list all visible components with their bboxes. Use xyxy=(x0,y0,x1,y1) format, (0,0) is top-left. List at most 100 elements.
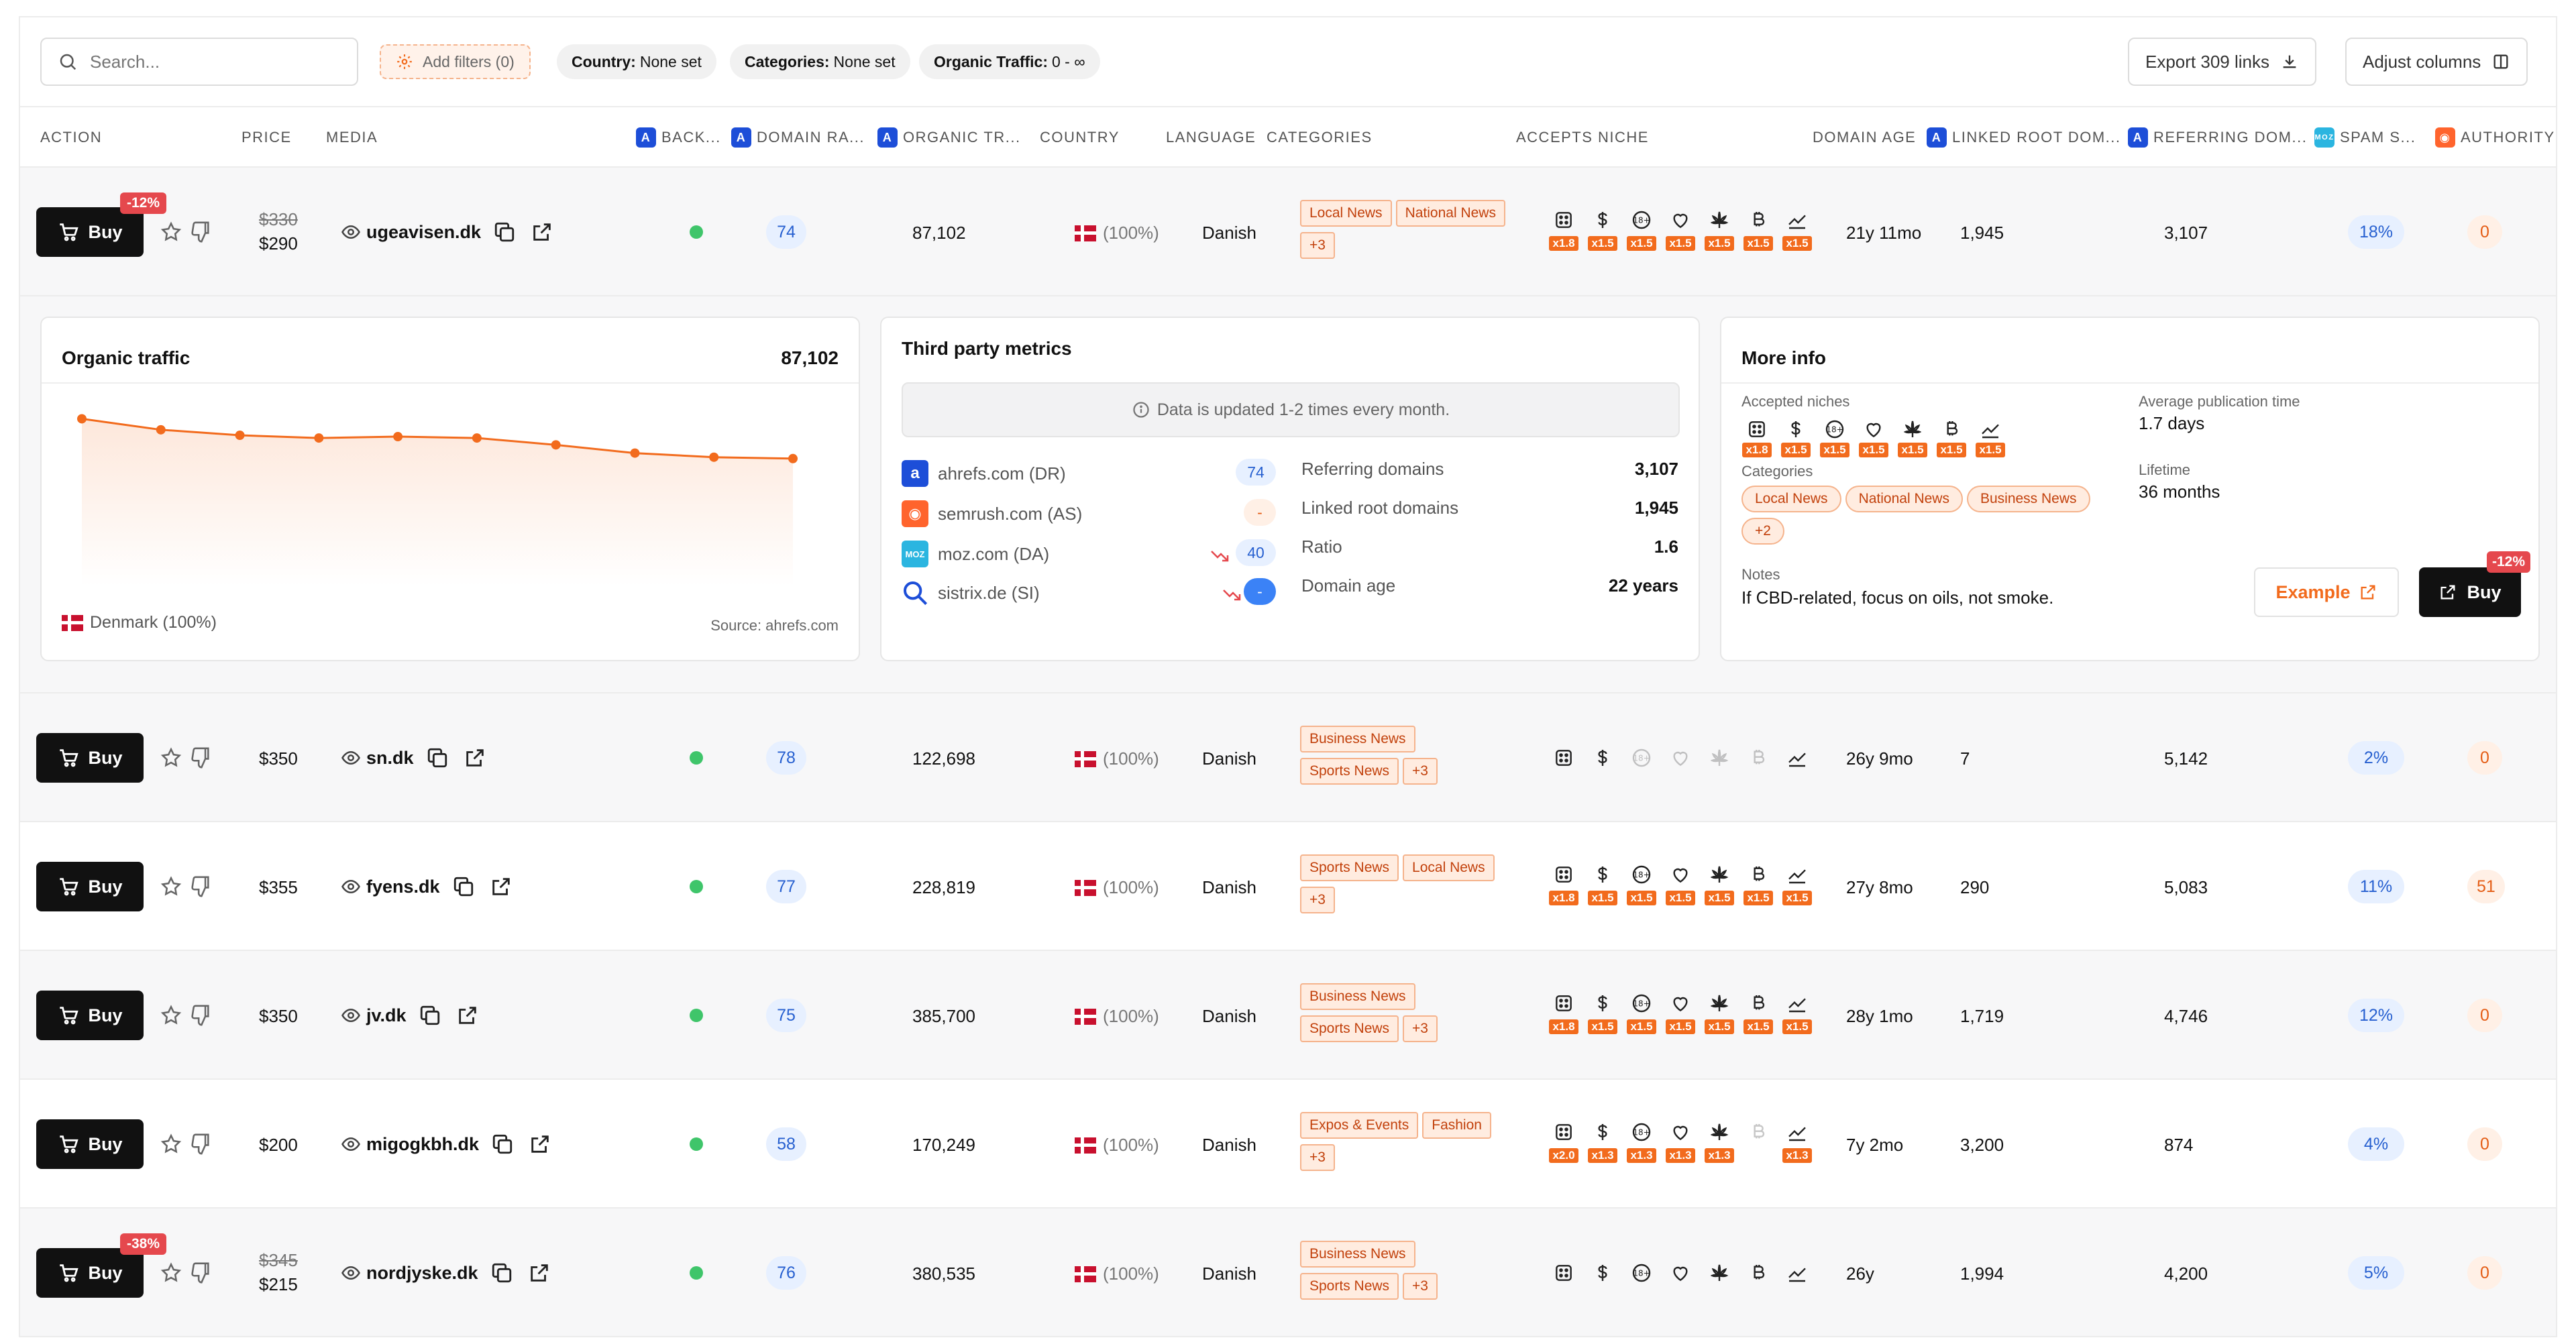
col-referring-domains[interactable]: a REFERRING DOM... xyxy=(2128,107,2329,168)
star-icon[interactable] xyxy=(160,875,182,898)
col-domain-age[interactable]: DOMAIN AGE xyxy=(1813,129,1917,146)
category-tag[interactable]: +3 xyxy=(1403,758,1438,785)
copy-icon[interactable] xyxy=(452,875,475,898)
category-tag[interactable]: Sports News xyxy=(1300,1273,1399,1300)
category-tag[interactable]: Business News xyxy=(1300,726,1415,752)
traffic-point[interactable] xyxy=(551,440,561,450)
media-domain[interactable]: nordjyske.dk xyxy=(341,1262,551,1284)
traffic-point[interactable] xyxy=(314,433,324,443)
star-icon[interactable] xyxy=(160,746,182,769)
search-box[interactable] xyxy=(40,38,358,86)
category-tag[interactable]: Business News xyxy=(1300,983,1415,1010)
star-icon[interactable] xyxy=(160,1262,182,1284)
col-country[interactable]: COUNTRY xyxy=(1040,129,1120,146)
buy-button[interactable]: Buy xyxy=(36,1119,144,1169)
search-input[interactable] xyxy=(90,51,345,72)
category-tag[interactable]: Expos & Events xyxy=(1300,1112,1419,1139)
col-language[interactable]: LANGUAGE xyxy=(1166,129,1256,146)
buy-button[interactable]: Buy xyxy=(36,862,144,911)
col-backlinks[interactable]: a BACK... xyxy=(636,107,737,168)
traffic-point[interactable] xyxy=(156,425,166,435)
buy-button[interactable]: Buy -12% xyxy=(36,192,166,257)
traffic-point[interactable] xyxy=(709,452,719,462)
category-tag[interactable]: National News xyxy=(1395,200,1505,227)
col-spam-score[interactable]: MOZ SPAM S... xyxy=(2314,107,2449,168)
category-tag[interactable]: Local News xyxy=(1741,486,1841,512)
thumbs-down-icon[interactable] xyxy=(189,1262,212,1284)
star-icon[interactable] xyxy=(160,221,182,243)
add-filters-button[interactable]: Add filters (0) xyxy=(380,44,531,79)
star-icon[interactable] xyxy=(160,1133,182,1156)
example-button[interactable]: Example xyxy=(2254,567,2399,617)
category-tag[interactable]: Sports News xyxy=(1300,1015,1399,1042)
external-link-icon[interactable] xyxy=(529,1133,551,1156)
category-tag[interactable]: +3 xyxy=(1300,887,1335,913)
traffic-point[interactable] xyxy=(472,433,482,443)
external-link-icon[interactable] xyxy=(464,746,486,769)
media-domain[interactable]: jv.dk xyxy=(341,1004,479,1027)
copy-icon[interactable] xyxy=(426,746,449,769)
thumbs-down-icon[interactable] xyxy=(189,746,212,769)
copy-icon[interactable] xyxy=(493,221,516,243)
traffic-point[interactable] xyxy=(788,453,798,463)
table-row[interactable]: Buy $350 sn.dk 78 122,698 (100%) Danish Busines… xyxy=(20,693,2556,822)
buy-button[interactable]: Buy xyxy=(36,991,144,1040)
traffic-point[interactable] xyxy=(77,414,87,424)
category-tag[interactable]: Local News xyxy=(1300,200,1392,227)
category-tag[interactable]: +2 xyxy=(1741,518,1784,545)
external-link-icon[interactable] xyxy=(531,221,553,243)
media-domain[interactable]: sn.dk xyxy=(341,746,486,769)
category-tag[interactable]: +3 xyxy=(1300,1144,1335,1171)
traffic-point[interactable] xyxy=(393,432,403,442)
thumbs-down-icon[interactable] xyxy=(189,1004,212,1027)
star-icon[interactable] xyxy=(160,1004,182,1027)
col-organic-traffic[interactable]: a ORGANIC TR... xyxy=(877,107,1045,168)
table-row[interactable]: Buy -38% $345 $215 nordjyske.dk 76 380,535 (100… xyxy=(20,1209,2556,1337)
thumbs-down-icon[interactable] xyxy=(189,221,212,243)
filter-chip-categories[interactable]: Categories: None set xyxy=(730,44,910,79)
col-domain-rating[interactable]: a DOMAIN RA... xyxy=(731,107,879,168)
export-links-button[interactable]: Export 309 links xyxy=(2128,38,2316,86)
copy-icon[interactable] xyxy=(490,1262,513,1284)
casino-dice-icon xyxy=(1556,1265,1572,1281)
table-row[interactable]: Buy -12% $330 $290 ugeavisen.dk 74 87,102 (100%… xyxy=(20,168,2556,296)
col-action[interactable]: ACTION xyxy=(40,129,103,146)
table-row[interactable]: Buy $350 jv.dk 75 385,700 (100%) Danish Busines… xyxy=(20,951,2556,1080)
adjust-columns-button[interactable]: Adjust columns xyxy=(2345,38,2528,86)
media-domain[interactable]: fyens.dk xyxy=(341,875,513,898)
copy-icon[interactable] xyxy=(491,1133,514,1156)
category-tag[interactable]: Sports News xyxy=(1300,854,1399,881)
thumbs-down-icon[interactable] xyxy=(189,1133,212,1156)
category-tag[interactable]: Sports News xyxy=(1300,758,1399,785)
category-tag[interactable]: National News xyxy=(1845,486,1963,512)
category-tag[interactable]: Business News xyxy=(1300,1241,1415,1268)
filter-chip-country[interactable]: Country: None set xyxy=(557,44,716,79)
traffic-point[interactable] xyxy=(630,448,640,458)
traffic-point[interactable] xyxy=(235,431,245,440)
external-link-icon[interactable] xyxy=(490,875,513,898)
col-authority[interactable]: ◉ AUTHORITY xyxy=(2435,107,2559,168)
col-categories[interactable]: CATEGORIES xyxy=(1267,129,1373,146)
category-tag[interactable]: Local News xyxy=(1403,854,1495,881)
copy-icon[interactable] xyxy=(419,1004,441,1027)
col-media[interactable]: MEDIA xyxy=(326,129,378,146)
media-domain[interactable]: ugeavisen.dk xyxy=(341,221,553,243)
media-domain[interactable]: migogkbh.dk xyxy=(341,1133,551,1156)
thumbs-down-icon[interactable] xyxy=(189,875,212,898)
external-link-icon[interactable] xyxy=(528,1262,551,1284)
category-tag[interactable]: +3 xyxy=(1300,232,1335,259)
col-price[interactable]: PRICE xyxy=(241,129,292,146)
buy-button[interactable]: Buy -38% xyxy=(36,1233,166,1298)
category-tag[interactable]: Business News xyxy=(1966,486,2090,512)
category-tag[interactable]: +3 xyxy=(1403,1273,1438,1300)
category-tag[interactable]: Fashion xyxy=(1422,1112,1491,1139)
detail-buy-button[interactable]: Buy -12% xyxy=(2419,551,2530,617)
filter-chip-organic-traffic[interactable]: Organic Traffic: 0 - ∞ xyxy=(919,44,1100,79)
col-linked-root-domains[interactable]: a LINKED ROOT DOM... xyxy=(1927,107,2141,168)
col-accepts-niche[interactable]: ACCEPTS NICHE xyxy=(1516,129,1649,146)
table-row[interactable]: Buy $200 migogkbh.dk 58 170,249 (100%) Danish E… xyxy=(20,1080,2556,1209)
buy-button[interactable]: Buy xyxy=(36,733,144,783)
table-row[interactable]: Buy $355 fyens.dk 77 228,819 (100%) Danish Spor… xyxy=(20,822,2556,951)
external-link-icon[interactable] xyxy=(456,1004,479,1027)
category-tag[interactable]: +3 xyxy=(1403,1015,1438,1042)
